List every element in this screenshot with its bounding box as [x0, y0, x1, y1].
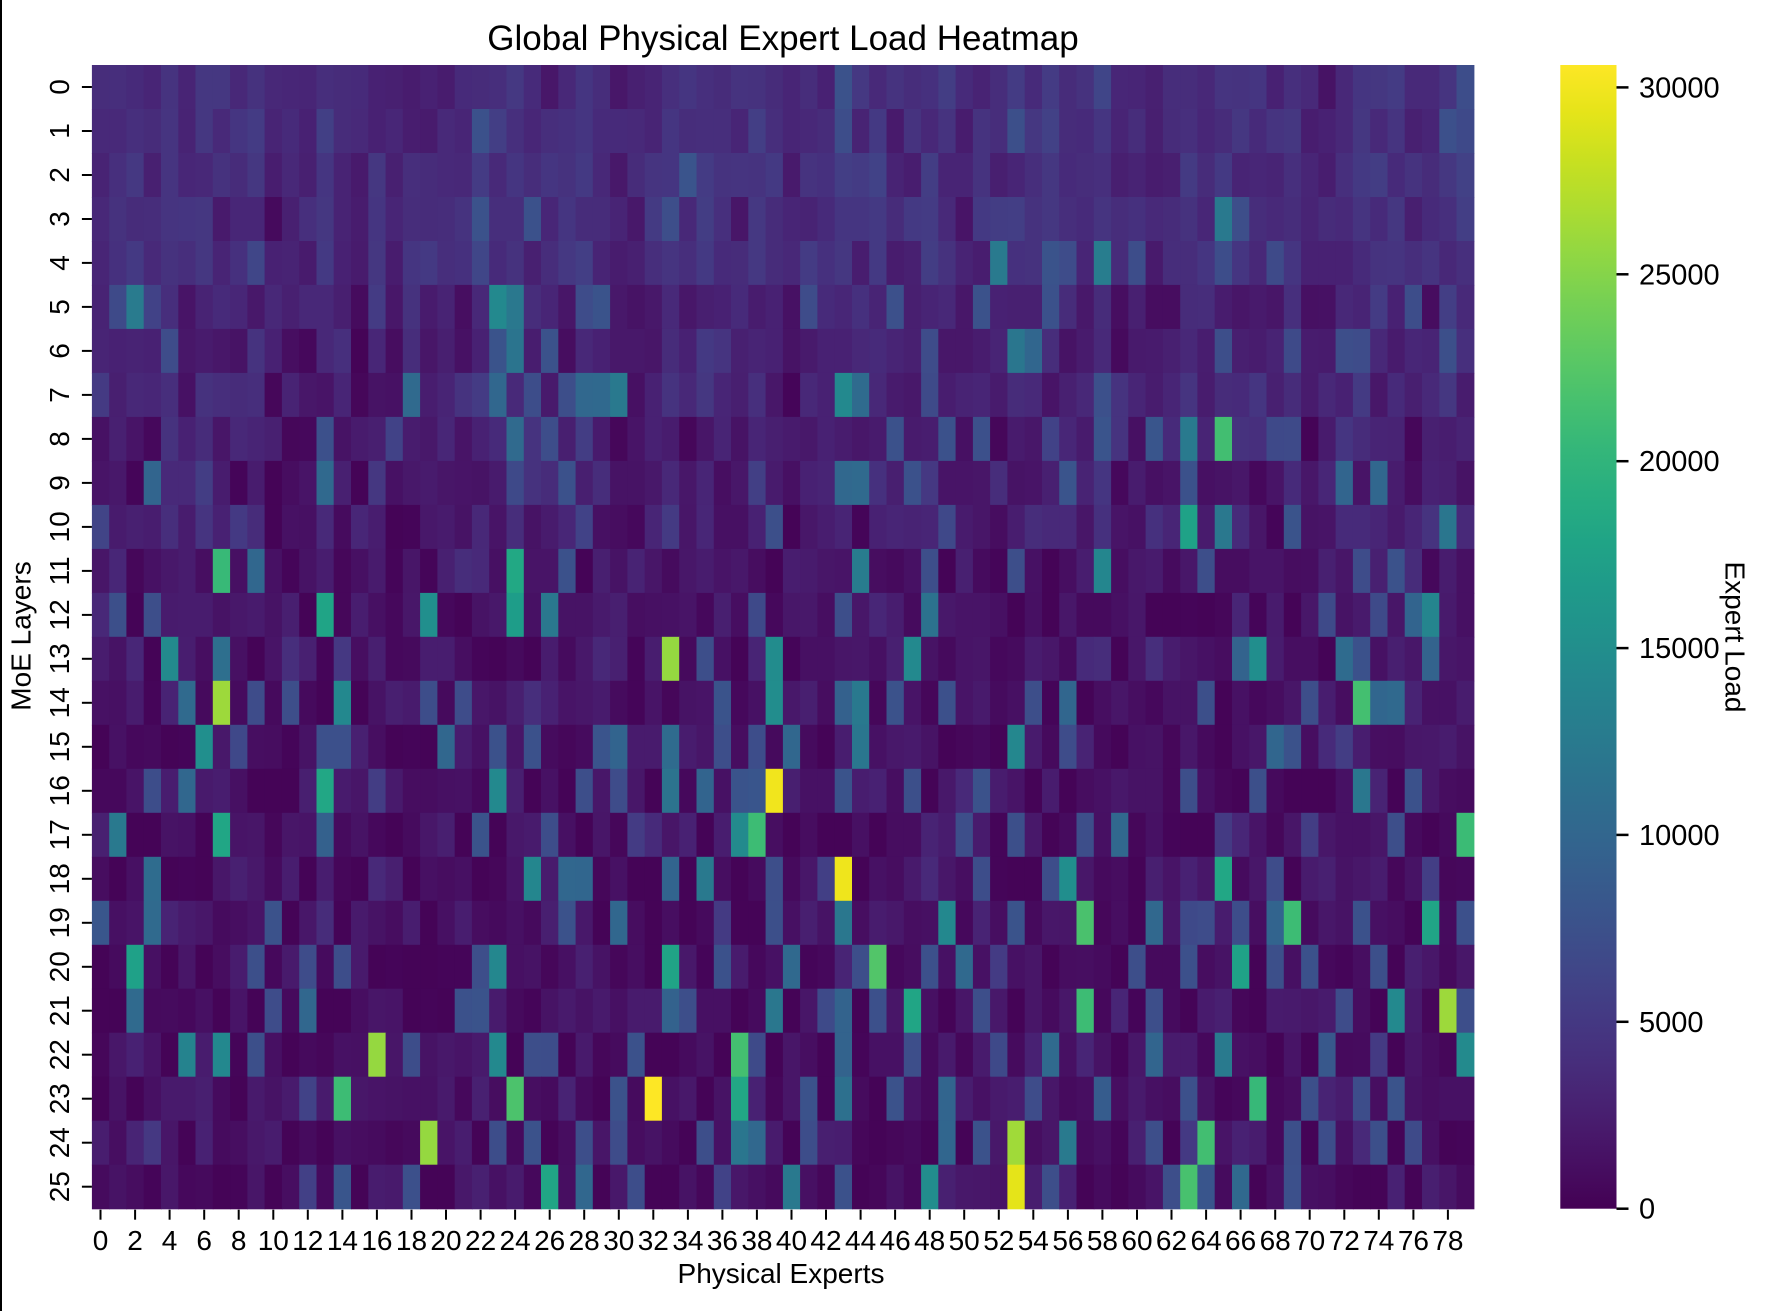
- svg-text:15: 15: [44, 731, 75, 762]
- svg-text:10: 10: [258, 1225, 289, 1256]
- svg-text:2: 2: [127, 1225, 143, 1256]
- svg-text:15000: 15000: [1639, 633, 1720, 665]
- svg-text:10000: 10000: [1639, 820, 1720, 852]
- svg-text:4: 4: [44, 255, 75, 271]
- svg-text:9: 9: [44, 475, 75, 491]
- svg-text:1: 1: [44, 123, 75, 139]
- svg-text:8: 8: [44, 431, 75, 447]
- svg-text:68: 68: [1260, 1225, 1291, 1256]
- svg-text:62: 62: [1156, 1225, 1187, 1256]
- svg-text:72: 72: [1329, 1225, 1360, 1256]
- svg-text:Global Physical Expert Load He: Global Physical Expert Load Heatmap: [487, 19, 1078, 58]
- svg-text:5: 5: [44, 299, 75, 315]
- svg-text:18: 18: [44, 863, 75, 894]
- svg-text:12: 12: [292, 1225, 323, 1256]
- svg-text:56: 56: [1052, 1225, 1083, 1256]
- svg-text:78: 78: [1432, 1225, 1463, 1256]
- svg-text:6: 6: [44, 343, 75, 359]
- svg-text:24: 24: [44, 1127, 75, 1158]
- svg-text:40: 40: [776, 1225, 807, 1256]
- svg-text:22: 22: [44, 1039, 75, 1070]
- svg-text:25000: 25000: [1639, 259, 1720, 291]
- svg-text:48: 48: [914, 1225, 945, 1256]
- svg-text:14: 14: [44, 687, 75, 718]
- svg-text:0: 0: [44, 79, 75, 95]
- svg-text:22: 22: [465, 1225, 496, 1256]
- svg-text:52: 52: [983, 1225, 1014, 1256]
- svg-text:46: 46: [880, 1225, 911, 1256]
- svg-text:0: 0: [1639, 1194, 1655, 1226]
- svg-text:60: 60: [1121, 1225, 1152, 1256]
- svg-text:17: 17: [44, 819, 75, 850]
- svg-text:76: 76: [1398, 1225, 1429, 1256]
- svg-text:66: 66: [1225, 1225, 1256, 1256]
- svg-text:2: 2: [44, 167, 75, 183]
- svg-text:32: 32: [638, 1225, 669, 1256]
- svg-text:11: 11: [44, 556, 75, 585]
- svg-text:23: 23: [44, 1083, 75, 1114]
- svg-text:16: 16: [361, 1225, 392, 1256]
- svg-text:26: 26: [534, 1225, 565, 1256]
- svg-text:20: 20: [44, 951, 75, 982]
- svg-text:4: 4: [162, 1225, 178, 1256]
- svg-text:0: 0: [93, 1225, 109, 1256]
- svg-text:12: 12: [44, 599, 75, 630]
- svg-text:5000: 5000: [1639, 1007, 1704, 1039]
- svg-text:58: 58: [1087, 1225, 1118, 1256]
- svg-text:36: 36: [707, 1225, 738, 1256]
- svg-text:70: 70: [1294, 1225, 1325, 1256]
- svg-text:34: 34: [672, 1225, 703, 1256]
- svg-text:38: 38: [741, 1225, 772, 1256]
- svg-text:Expert Load: Expert Load: [1720, 562, 1751, 713]
- svg-text:14: 14: [327, 1225, 358, 1256]
- svg-text:50: 50: [949, 1225, 980, 1256]
- svg-text:28: 28: [569, 1225, 600, 1256]
- svg-text:20000: 20000: [1639, 446, 1720, 478]
- svg-text:16: 16: [44, 775, 75, 806]
- svg-text:19: 19: [44, 907, 75, 938]
- svg-text:54: 54: [1018, 1225, 1049, 1256]
- svg-text:20: 20: [430, 1225, 461, 1256]
- svg-text:30: 30: [603, 1225, 634, 1256]
- svg-text:18: 18: [396, 1225, 427, 1256]
- svg-text:Physical Experts: Physical Experts: [678, 1258, 885, 1289]
- svg-text:24: 24: [500, 1225, 531, 1256]
- svg-text:74: 74: [1363, 1225, 1394, 1256]
- svg-text:6: 6: [196, 1225, 212, 1256]
- svg-text:25: 25: [44, 1171, 75, 1202]
- svg-text:3: 3: [44, 211, 75, 227]
- svg-text:7: 7: [44, 387, 75, 403]
- svg-text:13: 13: [44, 643, 75, 674]
- svg-text:21: 21: [44, 995, 75, 1026]
- svg-text:42: 42: [810, 1225, 841, 1256]
- svg-text:8: 8: [231, 1225, 247, 1256]
- svg-text:10: 10: [44, 511, 75, 542]
- svg-text:64: 64: [1191, 1225, 1222, 1256]
- svg-text:44: 44: [845, 1225, 876, 1256]
- svg-text:30000: 30000: [1639, 72, 1720, 104]
- svg-text:MoE Layers: MoE Layers: [6, 561, 37, 710]
